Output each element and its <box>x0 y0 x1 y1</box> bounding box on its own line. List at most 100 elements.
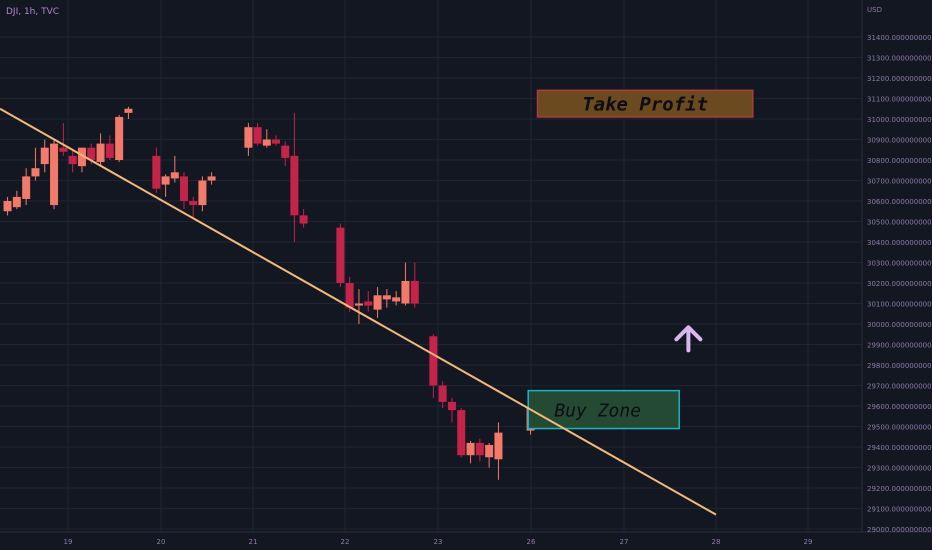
candle[interactable] <box>373 287 382 318</box>
candle[interactable] <box>105 135 114 160</box>
candle-body <box>354 303 363 306</box>
candle-body <box>457 410 466 456</box>
candle[interactable] <box>3 196 12 216</box>
candle[interactable] <box>170 155 179 183</box>
candle[interactable] <box>161 174 170 197</box>
candle[interactable] <box>31 147 40 181</box>
candle[interactable] <box>68 149 77 173</box>
candle-body <box>272 139 280 144</box>
time-tick-label: 21 <box>249 538 258 546</box>
candle-body <box>475 442 484 456</box>
candle[interactable] <box>40 139 49 173</box>
candle[interactable] <box>336 223 345 288</box>
arrow-up-icon[interactable] <box>674 325 703 353</box>
candle[interactable] <box>22 168 31 206</box>
time-tick-label: 20 <box>157 538 166 546</box>
candle[interactable] <box>475 438 484 462</box>
candle[interactable] <box>299 209 308 228</box>
grid-lines <box>0 0 862 532</box>
candle[interactable] <box>262 129 271 148</box>
candle[interactable] <box>494 422 503 480</box>
candle[interactable] <box>115 114 124 163</box>
candle[interactable] <box>457 408 466 458</box>
candle[interactable] <box>466 440 475 464</box>
candle[interactable] <box>281 141 290 167</box>
candle-body <box>105 143 114 158</box>
price-tick-label: 30700.000000000 <box>867 178 932 186</box>
currency-label: USD <box>867 6 882 14</box>
price-tick-label: 30900.000000000 <box>867 137 932 145</box>
price-tick-label: 29500.000000000 <box>867 424 932 432</box>
candle[interactable] <box>290 112 299 242</box>
candle[interactable] <box>244 123 253 156</box>
candle[interactable] <box>438 381 447 409</box>
price-tick-label: 31400.000000000 <box>867 34 932 42</box>
time-axis[interactable]: 19 20 21 22 23 26 27 28 29 <box>64 538 813 546</box>
candle-body <box>262 139 271 146</box>
price-tick-label: 30000.000000000 <box>867 321 932 329</box>
candle[interactable] <box>272 135 280 146</box>
candle-body <box>59 147 68 152</box>
candle[interactable] <box>401 262 410 306</box>
price-tick-label: 29200.000000000 <box>867 485 932 493</box>
candle[interactable] <box>429 334 438 398</box>
candle[interactable] <box>253 123 262 146</box>
candle-body <box>161 176 170 185</box>
candle-body <box>494 432 503 460</box>
trendline[interactable] <box>0 107 717 516</box>
candle-body <box>485 444 494 458</box>
symbol-label: DJI, 1h, TVC <box>6 7 59 17</box>
candle[interactable] <box>364 291 373 312</box>
candle[interactable] <box>207 172 216 185</box>
price-tick-label: 29700.000000000 <box>867 383 932 391</box>
price-tick-label: 30600.000000000 <box>867 198 932 206</box>
price-tick-label: 29100.000000000 <box>867 506 932 514</box>
candle[interactable] <box>198 176 207 212</box>
candle-body <box>253 127 262 144</box>
candle-body <box>31 168 40 177</box>
time-tick-label: 26 <box>527 538 536 546</box>
candle[interactable] <box>410 262 419 308</box>
price-tick-label: 31200.000000000 <box>867 75 932 83</box>
candle-body <box>77 147 86 167</box>
price-tick-label: 31100.000000000 <box>867 96 932 104</box>
candle[interactable] <box>180 172 188 210</box>
time-tick-label: 19 <box>64 538 73 546</box>
candle[interactable] <box>59 123 68 156</box>
candle-body <box>244 127 253 148</box>
candle-body <box>50 143 59 206</box>
candle-body <box>281 145 290 158</box>
candle[interactable] <box>354 289 363 324</box>
candle[interactable] <box>77 147 86 173</box>
candle[interactable] <box>392 291 401 306</box>
candle-body <box>438 385 447 402</box>
price-tick-label: 29000.000000000 <box>867 526 932 534</box>
drawings[interactable]: Take Profit Buy Zone <box>0 89 754 516</box>
candle-body <box>152 155 161 189</box>
time-tick-label: 23 <box>434 538 443 546</box>
candle-body <box>87 147 96 160</box>
candle[interactable] <box>485 442 494 468</box>
candle[interactable] <box>12 190 21 210</box>
candle[interactable] <box>382 289 391 308</box>
price-axis[interactable]: 31400.000000000 31300.000000000 31200.0000… <box>867 34 932 534</box>
time-tick-label: 27 <box>620 538 629 546</box>
candle[interactable] <box>124 106 133 119</box>
take-profit-box[interactable] <box>536 89 754 118</box>
time-tick-label: 22 <box>341 538 350 546</box>
candle[interactable] <box>96 133 105 167</box>
candle-body <box>447 401 456 411</box>
price-tick-label: 30400.000000000 <box>867 239 932 247</box>
candle-body <box>96 143 105 163</box>
candle[interactable] <box>50 139 59 210</box>
candle[interactable] <box>447 397 456 423</box>
candle-body <box>345 283 354 308</box>
candle[interactable] <box>152 147 161 193</box>
candle[interactable] <box>189 196 198 218</box>
arrow-head <box>674 325 703 342</box>
price-tick-label: 30300.000000000 <box>867 260 932 268</box>
candle-body <box>392 297 401 302</box>
candle-body <box>115 116 124 160</box>
